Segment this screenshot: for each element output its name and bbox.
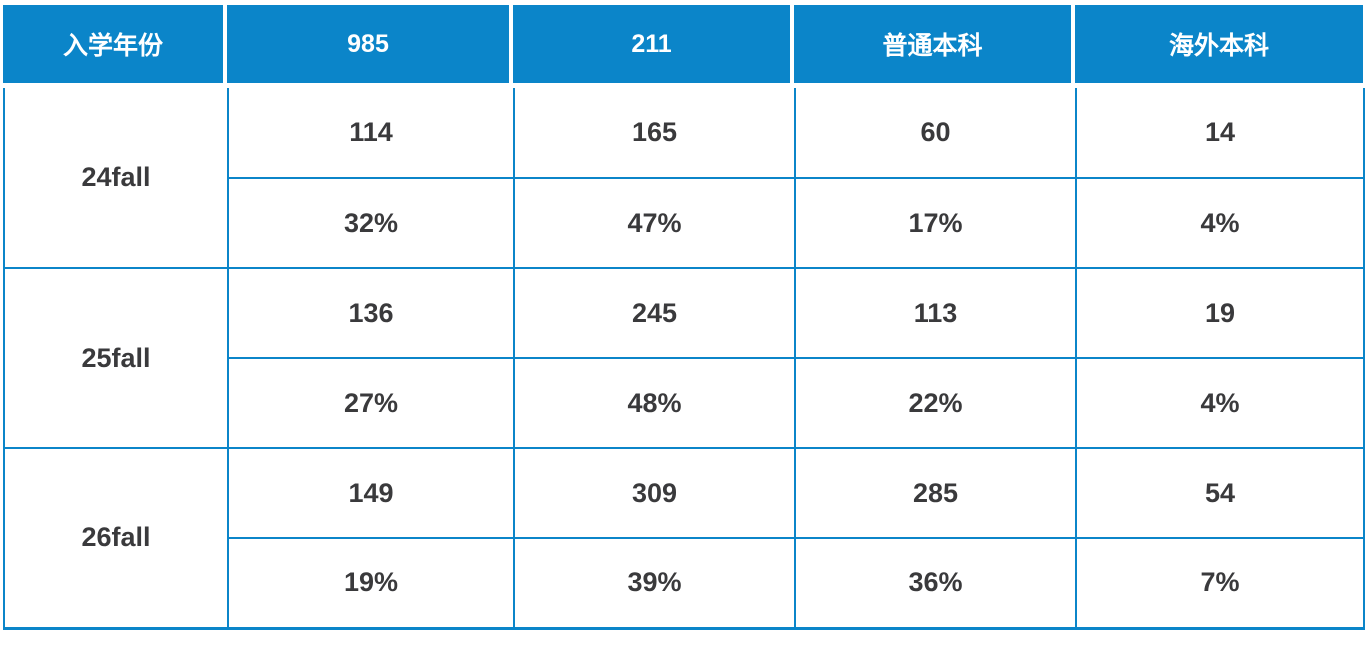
count-cell: 309 [513,447,796,539]
column-header-regular-bachelor: 普通本科 [794,5,1075,83]
percent-cell: 48% [513,357,796,449]
percent-cell: 22% [794,357,1077,449]
count-cell: 245 [513,267,796,359]
percent-cell: 19% [227,537,515,630]
count-cell: 54 [1075,447,1365,539]
table-row-26fall-percents: 19% 39% 36% 7% [4,537,1365,630]
percent-cell: 4% [1075,357,1365,449]
year-cell-26fall: 26fall [3,447,229,630]
admission-background-table: 入学年份 985 211 普通本科 海外本科 24fall 114 165 60… [3,5,1365,630]
column-header-985: 985 [227,5,513,83]
column-header-211: 211 [513,5,794,83]
percent-cell: 17% [794,177,1077,269]
table-row-26fall-counts: 26fall 149 309 285 54 [3,447,1365,630]
percent-cell: 27% [227,357,515,449]
percent-cell: 32% [227,177,515,269]
percent-cell: 36% [794,537,1077,630]
table-body: 24fall 114 165 60 14 32% 47% 17% 4% 25fa… [3,88,1365,630]
count-cell: 113 [794,267,1077,359]
column-header-enrollment-year: 入学年份 [3,5,227,83]
year-cell-25fall: 25fall [3,267,229,449]
table-row-25fall-percents: 27% 48% 22% 4% [4,357,1365,449]
percent-cell: 7% [1075,537,1365,630]
column-header-overseas-bachelor: 海外本科 [1075,5,1363,83]
table-row-24fall-counts: 24fall 114 165 60 14 [3,88,1365,269]
count-cell: 149 [227,447,515,539]
table-header-row: 入学年份 985 211 普通本科 海外本科 [3,5,1363,83]
table-row-24fall-percents: 32% 47% 17% 4% [4,177,1365,269]
percent-cell: 47% [513,177,796,269]
table-row-25fall-counts: 25fall 136 245 113 19 [3,267,1365,449]
year-cell-24fall: 24fall [3,88,229,269]
count-cell: 14 [1075,88,1365,179]
count-cell: 165 [513,88,796,179]
count-cell: 60 [794,88,1077,179]
percent-cell: 4% [1075,177,1365,269]
count-cell: 285 [794,447,1077,539]
percent-cell: 39% [513,537,796,630]
count-cell: 19 [1075,267,1365,359]
count-cell: 136 [227,267,515,359]
count-cell: 114 [227,88,515,179]
